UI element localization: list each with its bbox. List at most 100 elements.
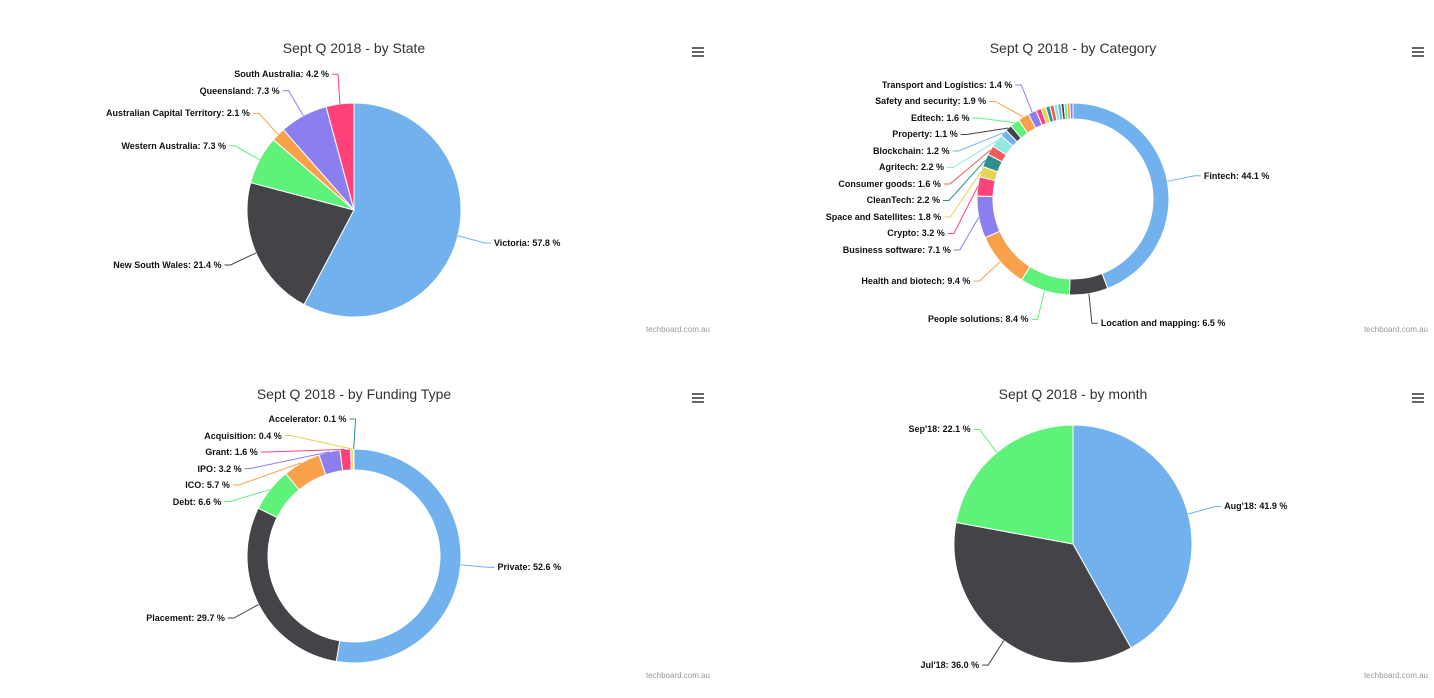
slice bbox=[984, 230, 1031, 281]
slice bbox=[246, 507, 341, 663]
label-category: Crypto bbox=[887, 228, 922, 238]
label-category: Private bbox=[498, 562, 534, 572]
label-category: Jul'18 bbox=[920, 660, 951, 670]
slice bbox=[1068, 272, 1109, 296]
label-category: Property bbox=[892, 129, 935, 139]
connector bbox=[349, 418, 357, 450]
label-category: Space and Satellites bbox=[826, 212, 919, 222]
connector bbox=[973, 261, 1001, 282]
label-value: 5.7 % bbox=[206, 480, 230, 490]
label-category: CleanTech bbox=[867, 195, 917, 205]
slice bbox=[953, 521, 1132, 664]
label-value: 2.2 % bbox=[920, 162, 944, 173]
connector bbox=[331, 73, 341, 104]
label-category: Blockchain bbox=[873, 146, 927, 156]
label-value: 57.8 % bbox=[532, 237, 561, 248]
data-label: Transport and Logistics1.4 % bbox=[882, 80, 1013, 90]
data-label: Acquisition0.4 % bbox=[204, 431, 282, 441]
credits: techboard.com.au bbox=[646, 671, 710, 680]
data-label: Sep'1822.1 % bbox=[908, 424, 970, 434]
panel-funding: Sept Q 2018 - by Funding Type techboard.… bbox=[257, 386, 710, 680]
data-label: Safety and security1.9 % bbox=[875, 96, 986, 106]
label-category: Accelerator bbox=[269, 414, 324, 424]
credits: techboard.com.au bbox=[1364, 325, 1428, 334]
data-label: Grant1.6 % bbox=[205, 447, 258, 457]
label-value: 2.2 % bbox=[916, 195, 940, 206]
label-category: IPO bbox=[198, 464, 219, 474]
label-category: Australian Capital Territory bbox=[106, 108, 227, 118]
label-category: Consumer goods bbox=[838, 179, 918, 189]
label-value: 0.1 % bbox=[323, 414, 347, 424]
connector bbox=[943, 149, 991, 185]
label-category: Debt bbox=[173, 497, 199, 507]
menu-button[interactable] bbox=[1412, 47, 1424, 57]
label-category: Fintech bbox=[1204, 171, 1242, 181]
data-label: Health and biotech9.4 % bbox=[861, 276, 970, 286]
label-value: 1.6 % bbox=[234, 447, 258, 457]
label-category: Edtech bbox=[911, 113, 947, 123]
panel-state: Sept Q 2018 - by State techboard.com.au bbox=[283, 40, 710, 334]
data-label: People solutions8.4 % bbox=[928, 314, 1029, 324]
connector bbox=[952, 132, 1004, 152]
label-value: 9.4 % bbox=[947, 276, 971, 287]
slice bbox=[325, 102, 355, 211]
label-category: South Australia bbox=[234, 69, 306, 79]
label-category: Victoria bbox=[494, 238, 532, 248]
slice bbox=[1072, 102, 1170, 290]
data-label: Private52.6 % bbox=[498, 562, 562, 572]
chart-title: Sept Q 2018 - by Category bbox=[990, 40, 1157, 56]
label-value: 1.2 % bbox=[926, 145, 950, 156]
data-label: Crypto3.2 % bbox=[887, 228, 945, 238]
connector bbox=[232, 462, 302, 486]
label-value: 7.1 % bbox=[927, 244, 951, 255]
label-value: 4.2 % bbox=[305, 69, 329, 80]
label-category: Transport and Logistics bbox=[882, 80, 990, 90]
label-value: 3.2 % bbox=[218, 463, 242, 474]
data-label: CleanTech2.2 % bbox=[867, 195, 940, 205]
connector bbox=[953, 217, 980, 251]
menu-button[interactable] bbox=[1412, 393, 1424, 403]
label-value: 44.1 % bbox=[1241, 170, 1270, 181]
label-value: 6.6 % bbox=[198, 496, 222, 507]
label-category: Health and biotech bbox=[861, 276, 947, 286]
label-value: 36.0 % bbox=[951, 660, 980, 671]
data-label: Accelerator0.1 % bbox=[269, 414, 347, 424]
data-label: Aug'1841.9 % bbox=[1224, 501, 1287, 511]
label-value: 0.4 % bbox=[258, 430, 282, 441]
menu-button[interactable] bbox=[692, 47, 704, 57]
data-label: Consumer goods1.6 % bbox=[838, 179, 941, 189]
data-label: Edtech1.6 % bbox=[911, 113, 970, 123]
connector bbox=[972, 117, 1015, 124]
menu-button[interactable] bbox=[692, 393, 704, 403]
slice bbox=[1020, 265, 1071, 296]
label-value: 1.8 % bbox=[918, 211, 942, 222]
connector bbox=[943, 159, 986, 201]
label-category: Queensland bbox=[200, 86, 257, 96]
label-value: 1.6 % bbox=[917, 178, 941, 189]
connector bbox=[1167, 175, 1201, 182]
label-value: 1.1 % bbox=[934, 129, 958, 140]
data-label: Victoria57.8 % bbox=[494, 238, 560, 248]
label-category: Grant bbox=[205, 447, 235, 457]
connector bbox=[1015, 84, 1033, 113]
slice bbox=[352, 448, 355, 471]
connector bbox=[224, 252, 257, 266]
label-value: 6.5 % bbox=[1202, 318, 1226, 329]
connector bbox=[244, 451, 330, 470]
label-value: 1.6 % bbox=[946, 112, 970, 123]
label-value: 52.6 % bbox=[533, 562, 562, 573]
connector bbox=[982, 640, 1005, 666]
data-label: New South Wales21.4 % bbox=[113, 260, 221, 270]
credits: techboard.com.au bbox=[1364, 671, 1428, 680]
connector bbox=[228, 145, 260, 161]
data-label: Agritech2.2 % bbox=[879, 162, 944, 172]
connector bbox=[284, 435, 353, 450]
connector bbox=[457, 235, 491, 244]
data-label: IPO3.2 % bbox=[198, 464, 242, 474]
connector bbox=[260, 448, 346, 453]
credits: techboard.com.au bbox=[646, 325, 710, 334]
label-value: 41.9 % bbox=[1259, 501, 1288, 512]
label-value: 1.4 % bbox=[989, 79, 1013, 90]
data-label: Property1.1 % bbox=[892, 129, 958, 139]
